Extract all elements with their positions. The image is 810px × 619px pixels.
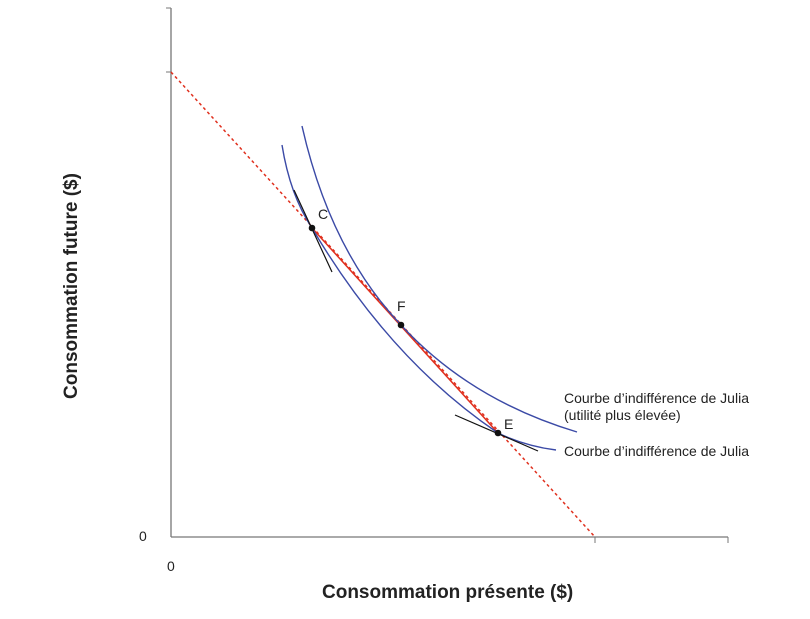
- x-origin-label: 0: [167, 558, 175, 574]
- higher-curve-label-line2: (utilité plus élevée): [564, 407, 681, 423]
- y-axis-title: Consommation future ($): [61, 173, 82, 399]
- higher-curve-label-line1: Courbe d’indifférence de Julia: [564, 390, 749, 406]
- point-c-marker: [308, 224, 316, 232]
- point-f-marker: [397, 321, 405, 329]
- point-e-label: E: [504, 416, 514, 432]
- indifference-curve-lower: [281, 144, 557, 451]
- lower-curve-label: Courbe d’indifférence de Julia: [564, 443, 749, 459]
- point-c-label: C: [318, 206, 329, 222]
- y-origin-label: 0: [139, 528, 147, 544]
- indifference-curve-higher: [301, 125, 578, 433]
- x-axis-title: Consommation présente ($): [322, 582, 574, 603]
- point-f-label: F: [397, 298, 406, 314]
- point-e-marker: [494, 429, 502, 437]
- budget-segment-c-e: [311, 227, 499, 434]
